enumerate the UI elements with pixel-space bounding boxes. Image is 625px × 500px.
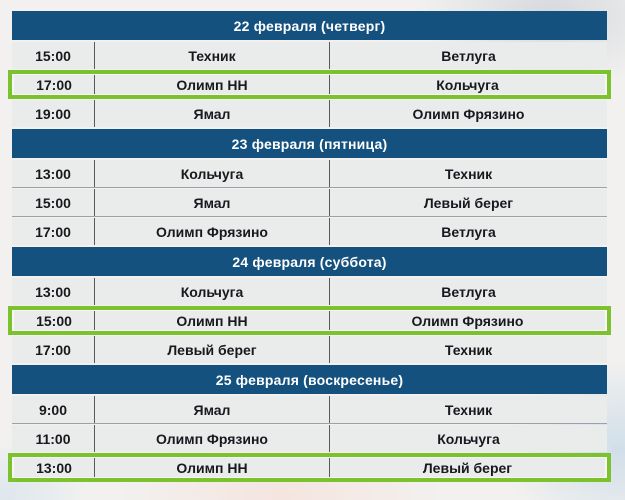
match-time: 11:00 [12, 425, 95, 452]
home-team: Олимп НН [95, 75, 330, 94]
away-team: Кольчуга [437, 430, 500, 447]
home-team: Ямал [95, 396, 330, 423]
schedule-table: 22 февраля (четверг) 15:00 Техник Ветлуг… [8, 11, 611, 483]
match-row: 15:00 Олимп НН Олимп Фрязино [14, 311, 605, 330]
match-time: 13:00 [12, 160, 95, 187]
home-team: Кольчуга [95, 278, 330, 305]
match-row: 13:00 Олимп НН Левый берег [14, 458, 605, 477]
match-row-frame: 15:00 Ямал Левый берег [12, 187, 607, 216]
match-time: 13:00 [12, 278, 95, 305]
match-row-frame: 11:00 Олимп Фрязино Кольчуга [12, 423, 607, 452]
match-row-frame: 15:00 Олимп НН Олимп Фрязино [8, 306, 611, 335]
match-time: 15:00 [14, 311, 95, 330]
away-team: Ветлуга [441, 223, 496, 240]
match-row: 15:00 Техник Ветлуга [12, 42, 607, 69]
away-team: Техник [444, 165, 493, 182]
home-team: Олимп НН [95, 458, 330, 477]
match-row: 11:00 Олимп Фрязино Кольчуга [12, 423, 607, 452]
day-header-label: 22 февраля (четверг) [233, 17, 386, 34]
match-time: 17:00 [14, 75, 95, 94]
day-header: 23 февраля (пятница) [12, 129, 607, 158]
match-row-frame: 13:00 Кольчуга Ветлуга [12, 278, 607, 305]
match-row: 17:00 Левый берег Техник [12, 336, 607, 363]
match-row-frame: 9:00 Ямал Техник [12, 396, 607, 423]
away-team: Ветлуга [441, 283, 496, 300]
away-team: Олимп Фрязино [411, 312, 524, 329]
match-row: 17:00 Олимп НН Кольчуга [14, 75, 605, 94]
day-header: 24 февраля (суббота) [12, 247, 607, 276]
away-team: Левый берег [422, 459, 513, 476]
match-row-frame: 13:00 Олимп НН Левый берег [8, 453, 611, 482]
home-team: Ямал [95, 189, 330, 216]
day-section: 24 февраля (суббота) 13:00 Кольчуга Ветл… [8, 247, 611, 363]
match-time: 17:00 [12, 336, 95, 363]
match-time: 15:00 [12, 189, 95, 216]
match-row: 17:00 Олимп Фрязино Ветлуга [12, 216, 607, 245]
match-row: 9:00 Ямал Техник [12, 396, 607, 423]
match-time: 15:00 [12, 42, 95, 69]
home-team: Олимп Фрязино [95, 218, 330, 245]
away-team: Техник [444, 401, 493, 418]
day-header: 25 февраля (воскресенье) [12, 365, 607, 394]
day-section: 25 февраля (воскресенье) 9:00 Ямал Техни… [8, 365, 611, 482]
match-row: 15:00 Ямал Левый берег [12, 187, 607, 216]
match-row-frame: 17:00 Олимп НН Кольчуга [8, 70, 611, 99]
home-team: Олимп НН [95, 311, 330, 330]
home-team: Левый берег [95, 336, 330, 363]
match-row-frame: 17:00 Олимп Фрязино Ветлуга [12, 216, 607, 245]
away-team: Кольчуга [436, 76, 499, 93]
away-team: Техник [444, 341, 493, 358]
day-header-label: 24 февраля (суббота) [232, 253, 387, 270]
home-team: Техник [95, 42, 330, 69]
day-section: 23 февраля (пятница) 13:00 Кольчуга Техн… [12, 129, 607, 245]
day-section: 22 февраля (четверг) 15:00 Техник Ветлуг… [8, 11, 611, 127]
match-time: 19:00 [12, 100, 95, 127]
day-header-label: 25 февраля (воскресенье) [215, 371, 404, 388]
away-team: Ветлуга [441, 47, 496, 64]
home-team: Кольчуга [95, 160, 330, 187]
match-time: 17:00 [12, 218, 95, 245]
match-row-frame: 15:00 Техник Ветлуга [12, 42, 607, 69]
match-time: 13:00 [14, 458, 95, 477]
match-row: 13:00 Кольчуга Ветлуга [12, 278, 607, 305]
match-row-frame: 19:00 Ямал Олимп Фрязино [12, 100, 607, 127]
away-team: Левый берег [423, 194, 514, 211]
match-row: 19:00 Ямал Олимп Фрязино [12, 100, 607, 127]
home-team: Олимп Фрязино [95, 425, 330, 452]
away-team: Олимп Фрязино [412, 105, 525, 122]
day-header-label: 23 февраля (пятница) [231, 135, 388, 152]
day-header: 22 февраля (четверг) [12, 11, 607, 40]
home-team: Ямал [95, 100, 330, 127]
match-row-frame: 13:00 Кольчуга Техник [12, 160, 607, 187]
match-row: 13:00 Кольчуга Техник [12, 160, 607, 187]
match-row-frame: 17:00 Левый берег Техник [12, 336, 607, 363]
match-time: 9:00 [12, 396, 95, 423]
